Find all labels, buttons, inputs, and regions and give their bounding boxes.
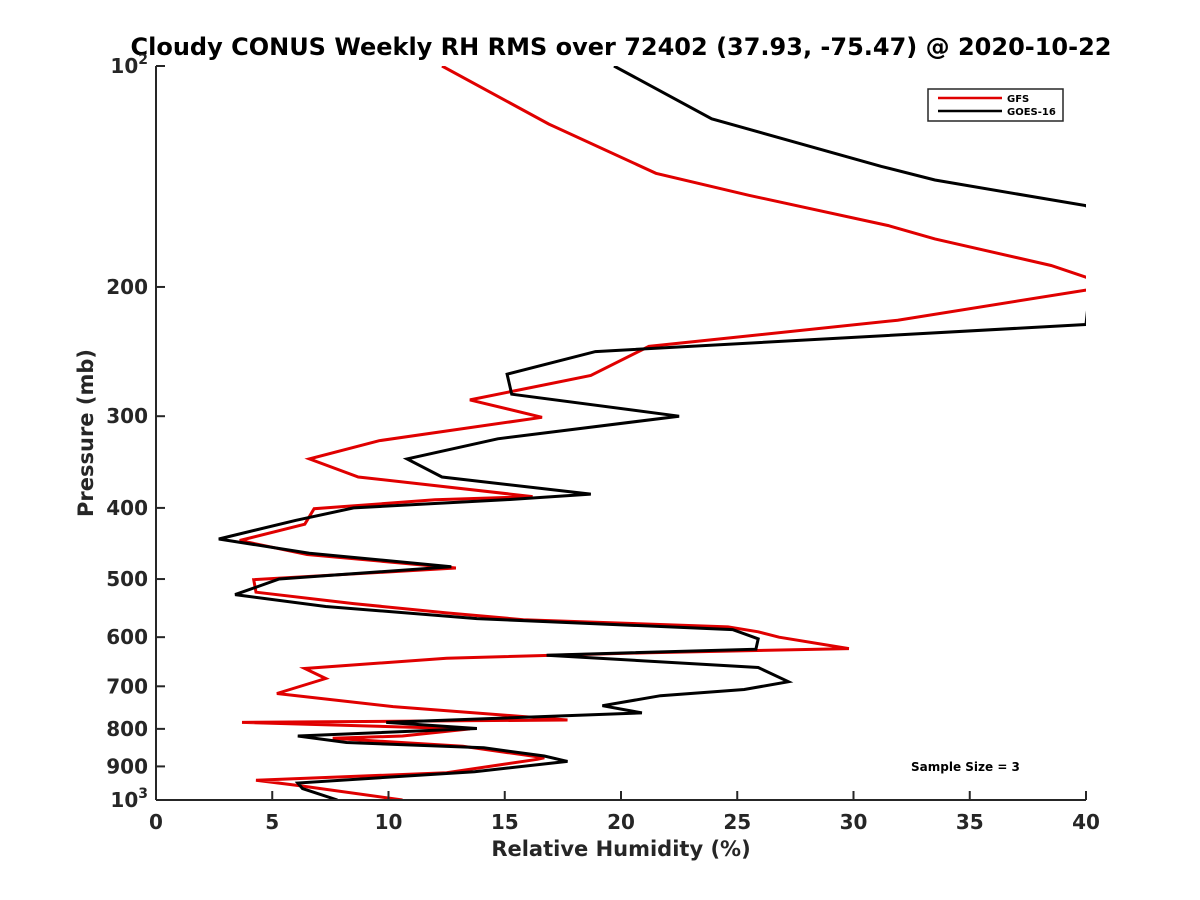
y-tick-label: 103	[110, 786, 148, 812]
series-layer	[218, 66, 1086, 800]
x-tick-label: 0	[149, 810, 163, 834]
y-tick-label: 300	[106, 404, 148, 428]
y-tick-label: 900	[106, 754, 148, 778]
y-tick-label: 700	[106, 674, 148, 698]
y-tick-label: 800	[106, 717, 148, 741]
x-tick-label: 15	[491, 810, 519, 834]
series-line-gfs	[239, 66, 1086, 800]
legend-box	[927, 88, 1064, 122]
y-axis-ticks: 102 200 300 400 500 600 700 800 900 103	[106, 52, 165, 812]
x-axis-label: Relative Humidity (%)	[491, 837, 750, 861]
x-tick-label: 35	[956, 810, 984, 834]
plot-area	[156, 66, 1086, 800]
y-tick-label: 400	[106, 496, 148, 520]
x-tick-label: 20	[607, 810, 635, 834]
chart-title: Cloudy CONUS Weekly RH RMS over 72402 (3…	[131, 33, 1112, 61]
sample-size-annotation: Sample Size = 3	[911, 760, 1020, 774]
y-axis-label: Pressure (mb)	[74, 349, 98, 517]
legend: GFS GOES-16	[927, 88, 1064, 122]
x-tick-label: 25	[723, 810, 751, 834]
y-tick-label: 600	[106, 625, 148, 649]
x-tick-label: 5	[265, 810, 279, 834]
x-tick-label: 10	[375, 810, 403, 834]
x-tick-label: 40	[1072, 810, 1100, 834]
series-line-goes16	[218, 66, 1086, 800]
y-tick-label: 102	[110, 52, 148, 78]
legend-label-gfs: GFS	[1007, 94, 1029, 105]
y-tick-label: 500	[106, 567, 148, 591]
legend-label-goes16: GOES-16	[1007, 107, 1056, 118]
x-axis-ticks: 0 5 10 15 20 25 30 35 40	[149, 791, 1100, 834]
y-tick-label: 200	[106, 275, 148, 299]
x-tick-label: 30	[840, 810, 868, 834]
